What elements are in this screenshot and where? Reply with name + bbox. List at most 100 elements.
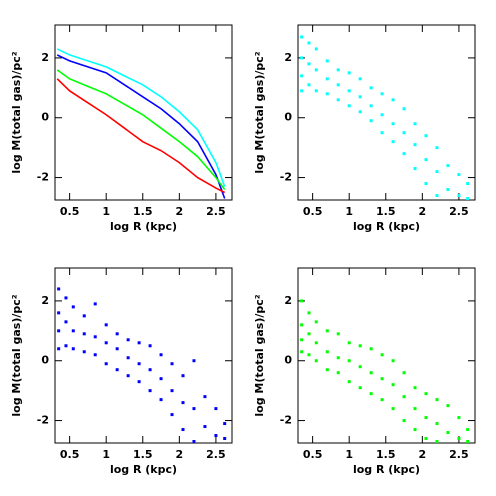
- y-tick-label: 0: [41, 354, 49, 367]
- point: [402, 395, 406, 399]
- point: [435, 170, 439, 174]
- point: [203, 395, 207, 399]
- point: [93, 302, 97, 306]
- y-tick-label: -2: [280, 171, 292, 184]
- point: [82, 332, 86, 336]
- panel: 0.5 1 1.5 2 2.5 -2 0 2 log R (kpc) log M(total ga…: [10, 267, 233, 476]
- point: [424, 416, 428, 420]
- point: [457, 173, 461, 177]
- series-line: [56, 69, 226, 191]
- x-tick-label: 1.5: [133, 205, 153, 218]
- point: [402, 152, 406, 156]
- point: [358, 365, 362, 369]
- point: [307, 353, 311, 357]
- x-tick-label: 2.5: [206, 448, 226, 461]
- point: [82, 314, 86, 318]
- point: [300, 323, 304, 327]
- point: [300, 338, 304, 342]
- x-tick-label: 0.5: [303, 205, 323, 218]
- point: [391, 407, 395, 411]
- point: [325, 329, 329, 333]
- point: [347, 359, 351, 363]
- point: [336, 356, 340, 360]
- point: [466, 440, 470, 444]
- point: [380, 398, 384, 402]
- x-tick-label: 1: [345, 205, 353, 218]
- point: [369, 119, 373, 123]
- point: [82, 350, 86, 354]
- y-tick-label: -2: [280, 414, 292, 427]
- point: [466, 428, 470, 432]
- point: [57, 347, 61, 351]
- point: [192, 440, 196, 444]
- point: [435, 440, 439, 444]
- x-tick-label: 0.5: [60, 205, 80, 218]
- point: [170, 389, 174, 393]
- point: [391, 140, 395, 144]
- point: [64, 344, 68, 348]
- point: [358, 110, 362, 114]
- point: [159, 398, 163, 402]
- point: [358, 95, 362, 99]
- y-tick-label: -2: [37, 414, 49, 427]
- x-tick-label: 2.5: [449, 448, 469, 461]
- point: [57, 287, 61, 291]
- series-line: [56, 54, 226, 199]
- point: [347, 104, 351, 108]
- point: [424, 182, 428, 186]
- point: [104, 362, 108, 366]
- point: [347, 71, 351, 75]
- point: [466, 182, 470, 186]
- point: [314, 341, 318, 345]
- point: [380, 377, 384, 381]
- x-axis-label: log R (kpc): [110, 220, 177, 233]
- point: [380, 131, 384, 135]
- point: [57, 329, 61, 333]
- point: [336, 83, 340, 87]
- y-tick-label: 2: [41, 51, 49, 64]
- x-tick-label: 1.5: [376, 448, 396, 461]
- y-axis-label: log M(total gas)/pc²: [10, 51, 23, 173]
- point: [380, 113, 384, 117]
- x-tick-label: 2: [176, 205, 184, 218]
- point: [57, 311, 61, 315]
- point: [402, 371, 406, 375]
- y-axis-label: log M(total gas)/pc²: [253, 51, 266, 173]
- point: [391, 98, 395, 102]
- point: [148, 344, 152, 348]
- point: [336, 332, 340, 336]
- point: [347, 341, 351, 345]
- point: [126, 374, 130, 378]
- point: [336, 68, 340, 72]
- x-tick-label: 1: [102, 205, 110, 218]
- plot-frame: [54, 267, 233, 444]
- point: [159, 377, 163, 381]
- point: [325, 77, 329, 81]
- y-tick-label: -2: [37, 171, 49, 184]
- point: [214, 407, 218, 411]
- point: [347, 380, 351, 384]
- point: [413, 122, 417, 126]
- point: [307, 41, 311, 45]
- point: [307, 332, 311, 336]
- point: [347, 89, 351, 93]
- y-tick-label: 2: [284, 294, 292, 307]
- point: [148, 368, 152, 372]
- point: [71, 329, 75, 333]
- point: [325, 350, 329, 354]
- point: [435, 422, 439, 426]
- y-axis-label: log M(total gas)/pc²: [10, 294, 23, 416]
- point: [413, 386, 417, 390]
- y-tick-label: 0: [41, 111, 49, 124]
- point: [223, 422, 227, 426]
- point: [413, 143, 417, 147]
- point: [181, 401, 185, 405]
- x-tick-label: 0.5: [303, 448, 323, 461]
- plot-frame: [297, 267, 476, 444]
- y-tick-label: 2: [284, 51, 292, 64]
- point: [64, 320, 68, 324]
- point: [369, 371, 373, 375]
- point: [424, 134, 428, 138]
- point: [424, 437, 428, 441]
